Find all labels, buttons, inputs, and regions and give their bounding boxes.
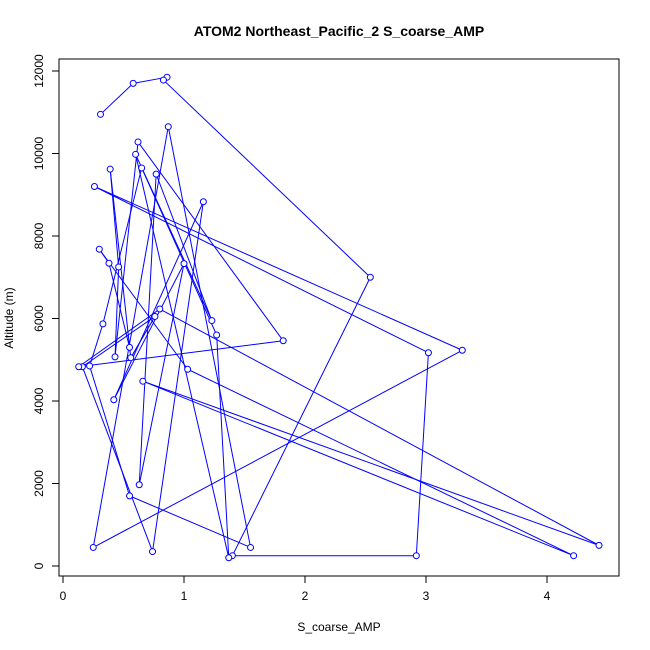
- series-line-segment: [113, 201, 204, 400]
- data-point: [208, 317, 216, 325]
- series-line-segment: [129, 495, 251, 548]
- series-line-segment: [78, 308, 161, 368]
- y-tick-label: 6000: [32, 305, 46, 332]
- y-tick-label: 4000: [32, 387, 46, 414]
- x-tick-label: 3: [423, 589, 430, 603]
- x-tick-label: 2: [302, 589, 309, 603]
- data-point: [115, 263, 123, 271]
- series-lines: [78, 76, 600, 558]
- data-point: [139, 377, 147, 385]
- series-line-segment: [135, 154, 213, 321]
- series-line-segment: [109, 169, 120, 267]
- x-axis: 0 1 2 3 4: [60, 575, 551, 603]
- data-point: [152, 170, 160, 178]
- y-tick-label: 10000: [32, 136, 46, 170]
- data-point: [180, 260, 188, 268]
- series-line-segment: [130, 316, 156, 358]
- y-axis: 0 2000 4000 6000 8000 10000 12000: [32, 54, 60, 569]
- data-point: [458, 346, 466, 354]
- series-line-segment: [114, 141, 139, 357]
- data-point: [75, 363, 83, 371]
- series-line-segment: [113, 263, 185, 400]
- series-line-segment: [138, 263, 185, 485]
- series-line-segment: [135, 154, 230, 558]
- series-line-segment: [78, 340, 284, 368]
- series-line-segment: [163, 79, 371, 278]
- series-line-segment: [155, 173, 213, 321]
- data-point: [97, 110, 105, 118]
- data-point: [595, 541, 603, 549]
- x-tick-label: 0: [60, 589, 67, 603]
- data-point: [424, 349, 432, 357]
- data-point: [279, 337, 287, 345]
- series-line-segment: [231, 277, 371, 556]
- series-line-segment: [81, 366, 154, 552]
- x-tick-label: 1: [181, 589, 188, 603]
- data-point: [570, 552, 578, 560]
- data-point: [135, 481, 143, 489]
- data-point: [225, 554, 233, 562]
- data-point: [149, 548, 157, 556]
- data-point: [184, 365, 192, 373]
- series-line-segment: [152, 201, 204, 552]
- data-point: [412, 552, 420, 560]
- x-tick-label: 4: [544, 589, 551, 603]
- series-line-segment: [89, 323, 104, 367]
- y-tick-label: 2000: [32, 470, 46, 497]
- data-point: [129, 79, 137, 87]
- data-point: [89, 543, 97, 551]
- y-tick-label: 12000: [32, 54, 46, 88]
- data-point: [86, 362, 94, 370]
- series-line-segment: [142, 380, 600, 546]
- data-point: [99, 320, 107, 328]
- data-point: [126, 343, 134, 351]
- series-line-segment: [100, 83, 134, 115]
- data-point: [213, 331, 221, 339]
- data-point: [151, 312, 159, 320]
- data-point: [164, 123, 172, 131]
- y-tick-label: 8000: [32, 222, 46, 249]
- data-point: [127, 354, 135, 362]
- series-line-segment: [142, 380, 574, 557]
- chart-title: ATOM2 Northeast_Pacific_2 S_coarse_AMP: [194, 23, 485, 39]
- data-point: [95, 245, 103, 253]
- data-point: [132, 150, 140, 158]
- data-point: [110, 396, 118, 404]
- series-line-segment: [102, 167, 143, 324]
- series-line-segment: [137, 141, 284, 342]
- x-axis-label: S_coarse_AMP: [297, 620, 380, 634]
- series-points: [75, 73, 603, 562]
- data-point: [199, 198, 207, 206]
- series-line-segment: [216, 334, 230, 558]
- series-line-segment: [98, 248, 189, 370]
- series-line-segment: [82, 316, 156, 368]
- y-tick-label: 0: [32, 562, 46, 569]
- series-line-segment: [415, 352, 429, 556]
- series-line-segment: [92, 126, 169, 548]
- y-axis-label: Altitude (m): [2, 287, 16, 348]
- series-line-segment: [159, 308, 600, 546]
- series-line-segment: [167, 126, 252, 548]
- data-point: [366, 273, 374, 281]
- data-point: [156, 305, 164, 313]
- series-line-segment: [109, 169, 132, 358]
- series-line-segment: [94, 186, 429, 354]
- series-line-segment: [114, 266, 120, 357]
- series-line-segment: [93, 349, 463, 548]
- data-point: [159, 76, 167, 84]
- data-point: [111, 353, 119, 361]
- series-line-segment: [94, 186, 463, 351]
- data-point: [134, 138, 142, 146]
- data-point: [138, 164, 146, 172]
- data-point: [126, 492, 134, 500]
- data-point: [247, 543, 255, 551]
- data-point: [105, 259, 113, 267]
- data-point: [106, 165, 114, 173]
- series-line-segment: [108, 263, 131, 348]
- series-line-segment: [187, 368, 574, 557]
- data-point: [90, 183, 98, 190]
